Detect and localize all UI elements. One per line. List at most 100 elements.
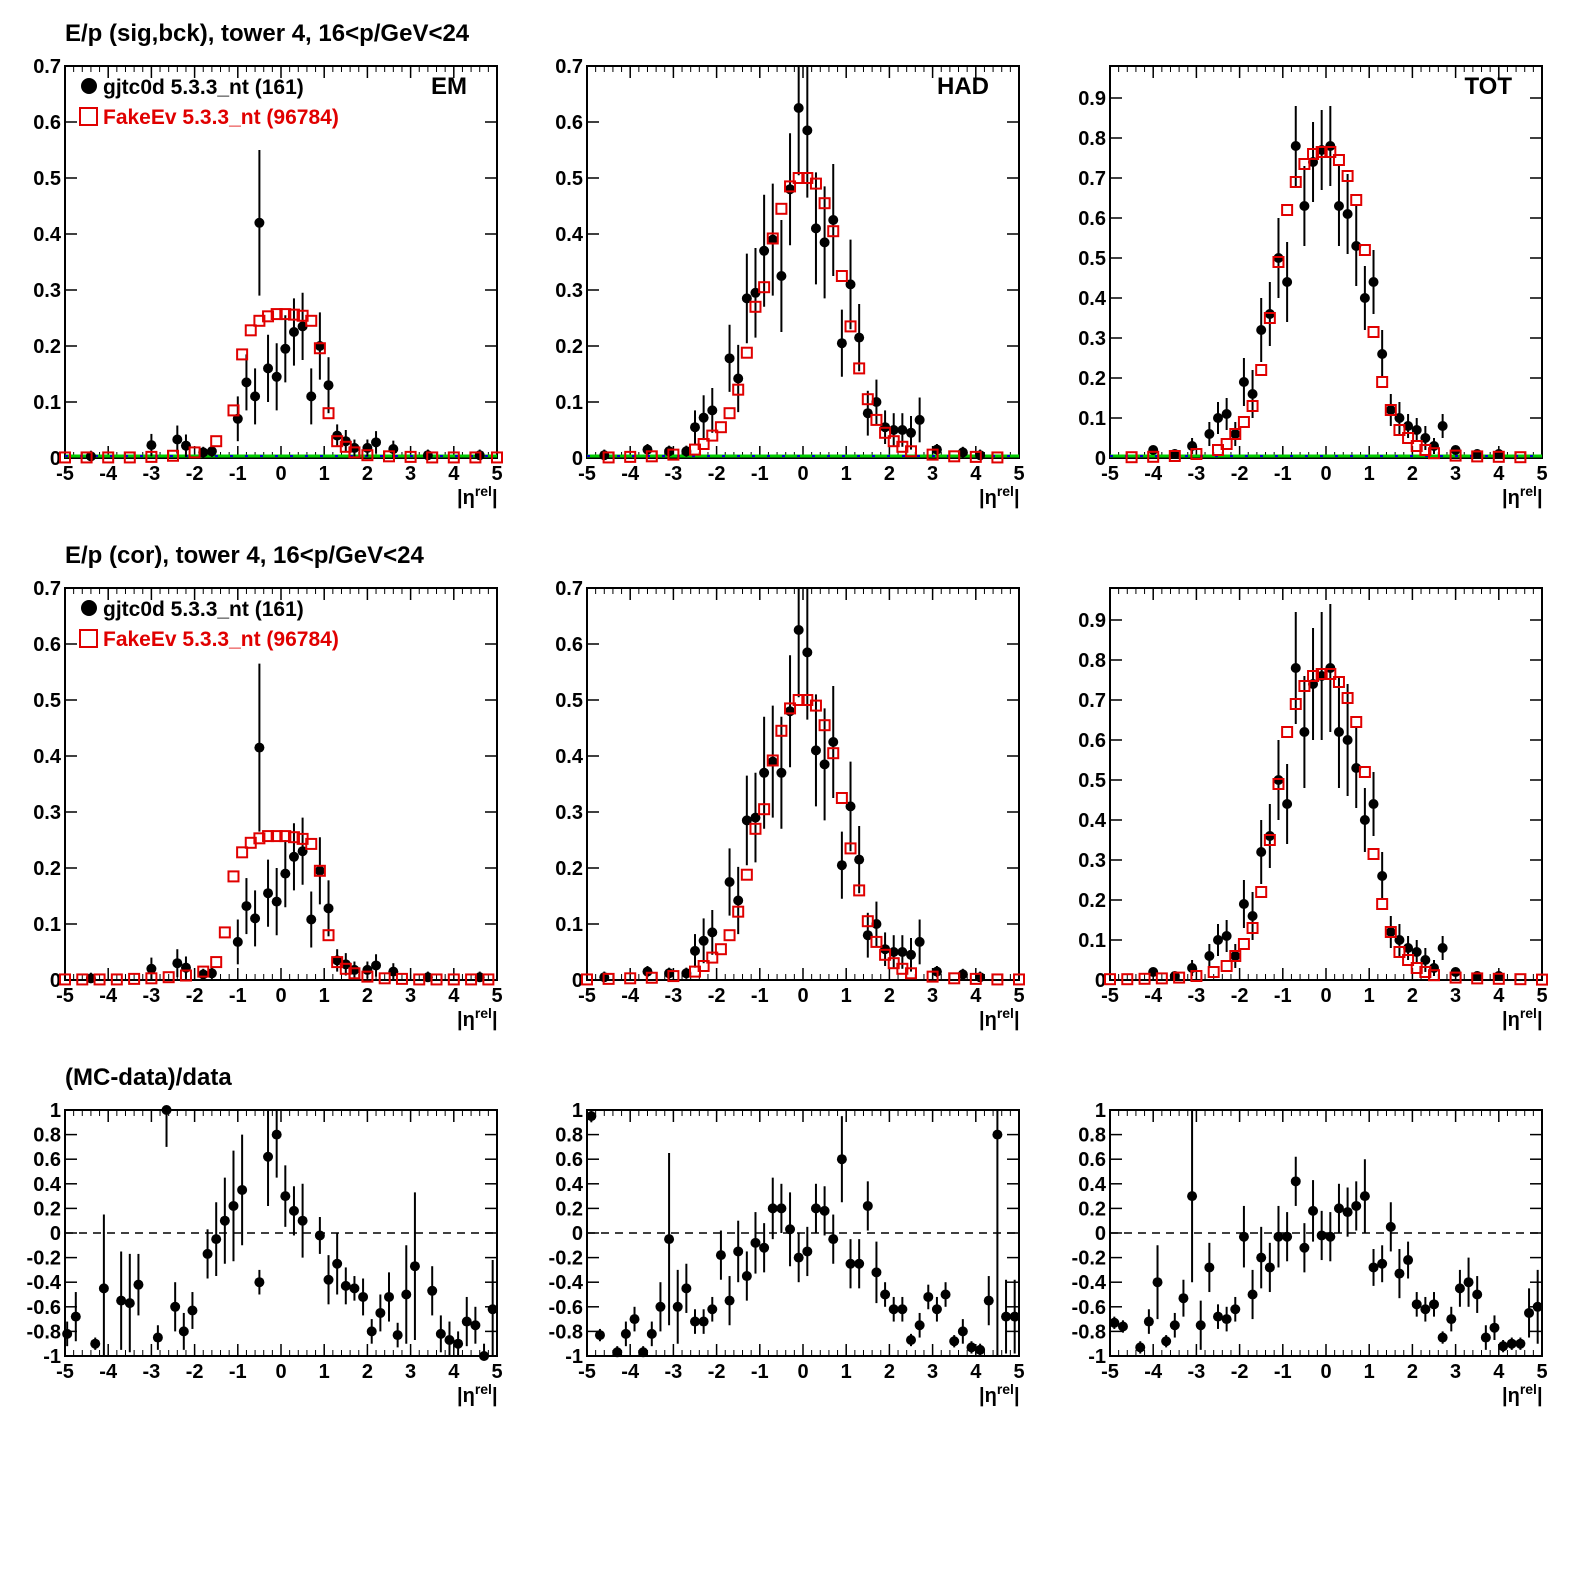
y-tick-label: 0.2: [1078, 368, 1106, 390]
x-tick-label: 5: [491, 1361, 502, 1383]
x-tick-label: 1: [841, 1361, 852, 1383]
mc-point: [624, 972, 637, 985]
x-axis-label-superscript: rel: [997, 483, 1014, 499]
data-point: [280, 868, 291, 879]
y-tick-label: 0.3: [33, 280, 61, 302]
data-point: [1498, 1341, 1509, 1352]
panel-label-em: EM: [431, 73, 467, 100]
data-point: [1256, 847, 1267, 857]
mc-point: [253, 832, 266, 845]
mc-point: [197, 965, 210, 978]
mc-point: [1471, 972, 1484, 985]
data-point: [914, 414, 925, 425]
x-axis-label-superscript: rel: [997, 1005, 1014, 1021]
mc-point: [1402, 954, 1415, 966]
data-point: [323, 380, 334, 391]
data-point: [586, 1111, 597, 1122]
mc-point: [853, 362, 866, 375]
panel-label-had: HAD: [937, 73, 989, 100]
x-tick-label: 3: [927, 985, 938, 1007]
data-point: [362, 964, 373, 975]
x-tick-label: 2: [1407, 463, 1418, 485]
mc-point: [59, 451, 71, 464]
x-axis-label: |ηrel|: [979, 483, 1020, 509]
mc-point: [792, 172, 805, 184]
data-point: [1148, 445, 1159, 455]
data-point: [1282, 799, 1293, 809]
x-tick-label: 1: [1364, 1361, 1375, 1383]
data-point: [479, 1351, 490, 1361]
data-point: [785, 184, 796, 195]
data-point: [306, 391, 317, 402]
data-point: [828, 215, 839, 225]
data-point: [250, 391, 261, 402]
y-tick-label: -1: [43, 1346, 61, 1368]
data-point: [1493, 449, 1504, 459]
data-point: [707, 927, 718, 938]
data-point: [366, 1326, 377, 1337]
data-point: [487, 1304, 498, 1315]
data-point: [470, 1320, 481, 1331]
x-tick-label: 4: [1493, 985, 1505, 1007]
panel-row3-col1: -5 -4 -3 -2 -1 0 1 2 3 4 5-1-0.8-0.6-0.4-0.200.20.…: [27, 1100, 503, 1407]
data-point: [288, 1205, 299, 1216]
data-point: [98, 1283, 109, 1294]
y-tick-label: 0.2: [33, 858, 61, 880]
data-point: [358, 1291, 369, 1302]
mc-point: [348, 446, 361, 459]
data-point: [332, 1258, 343, 1269]
series-mc: [1125, 146, 1527, 464]
legend-mc-marker: [79, 629, 98, 648]
data-point: [750, 1237, 761, 1248]
data-point: [62, 1328, 73, 1339]
y-tick-label: 0: [50, 448, 61, 470]
x-tick-label: 5: [1013, 1361, 1024, 1383]
mc-point: [905, 445, 917, 458]
mc-point: [262, 310, 275, 323]
x-tick-label: 1: [841, 463, 852, 485]
mc-point: [1298, 158, 1311, 170]
y-tick-label: 0.5: [33, 168, 61, 190]
data-point: [1178, 1293, 1189, 1304]
data-point: [871, 397, 882, 407]
data-point: [707, 1304, 718, 1315]
mc-point: [1449, 449, 1462, 462]
y-tick-label: -0.4: [1072, 1272, 1107, 1294]
data-point: [810, 223, 821, 234]
data-point: [232, 936, 243, 947]
data-point: [906, 1335, 916, 1346]
mc-point: [1125, 451, 1138, 464]
data-point: [146, 963, 157, 974]
data-point: [672, 1301, 683, 1312]
x-tick-label: -5: [56, 463, 74, 485]
x-tick-label: -3: [143, 985, 161, 1007]
mc-point: [775, 202, 788, 215]
x-tick-label: -3: [143, 1361, 161, 1383]
x-tick-label: 5: [491, 985, 502, 1007]
x-axis-label-bar: |: [492, 1385, 498, 1407]
data-point: [698, 1316, 709, 1327]
x-tick-label: -1: [229, 463, 247, 485]
mc-point: [305, 314, 318, 327]
mc-point: [1263, 312, 1276, 324]
legend-mc-marker: [79, 107, 98, 126]
y-tick-label: 1: [1095, 1100, 1106, 1122]
data-point: [1187, 1191, 1198, 1202]
mc-point: [667, 970, 680, 983]
x-tick-label: -4: [99, 985, 118, 1007]
x-tick-label: -4: [621, 1361, 640, 1383]
mc-point: [218, 926, 231, 939]
x-axis-label-bar: |: [1014, 1009, 1020, 1031]
x-tick-label: -4: [1144, 985, 1163, 1007]
data-point: [228, 1200, 239, 1211]
data-point: [923, 1291, 934, 1302]
mc-point: [766, 754, 779, 767]
data-point: [124, 1298, 135, 1309]
data-point: [733, 373, 744, 384]
data-point: [435, 1328, 446, 1339]
x-tick-label: 5: [1536, 1361, 1547, 1383]
data-point: [187, 1305, 198, 1316]
x-tick-label: 0: [275, 985, 286, 1007]
x-axis-label: |ηrel|: [457, 1381, 498, 1407]
